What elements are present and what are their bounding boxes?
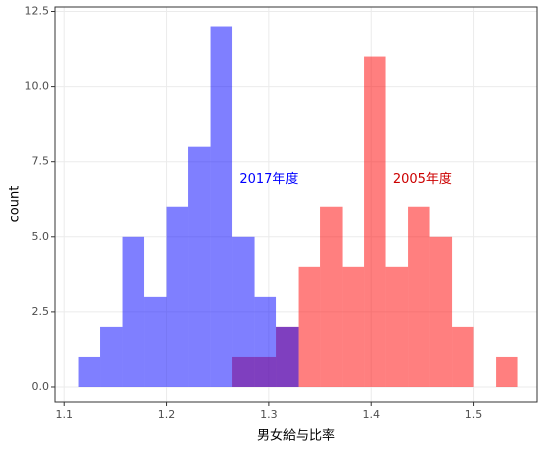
y-tick-label: 0.0: [32, 380, 50, 393]
bar: [78, 356, 101, 387]
y-axis-label: count: [8, 186, 23, 223]
bar: [188, 146, 211, 387]
x-tick-label: 1.1: [55, 408, 73, 421]
x-axis-label: 男女給与比率: [257, 428, 335, 444]
bar: [210, 26, 233, 387]
panel-border: [54, 6, 538, 403]
bar: [320, 206, 343, 387]
bar: [452, 326, 474, 387]
bar: [100, 326, 123, 387]
bar: [408, 206, 430, 387]
bar: [342, 266, 365, 387]
bar: [429, 236, 453, 387]
x-tick-label: 1.5: [465, 408, 483, 421]
y-tick-label: 2.5: [32, 305, 50, 318]
bar: [232, 236, 255, 387]
bar: [122, 236, 145, 387]
y-tick-label: 7.5: [32, 155, 50, 168]
y-tick-label: 10.0: [25, 80, 50, 93]
y-tick-label: 12.5: [25, 5, 50, 18]
bar: [385, 266, 409, 387]
bar: [276, 326, 299, 387]
y-tick-label: 5.0: [32, 230, 50, 243]
bar: [496, 356, 518, 387]
x-tick-label: 1.3: [260, 408, 278, 421]
x-tick-label: 1.4: [362, 408, 380, 421]
bar: [144, 296, 167, 387]
bar: [364, 56, 386, 387]
bar: [166, 206, 189, 387]
x-tick-label: 1.2: [158, 408, 176, 421]
annotation: 2005年度: [393, 171, 452, 187]
bar: [254, 296, 277, 387]
bar: [298, 266, 321, 387]
annotation: 2017年度: [239, 171, 298, 187]
